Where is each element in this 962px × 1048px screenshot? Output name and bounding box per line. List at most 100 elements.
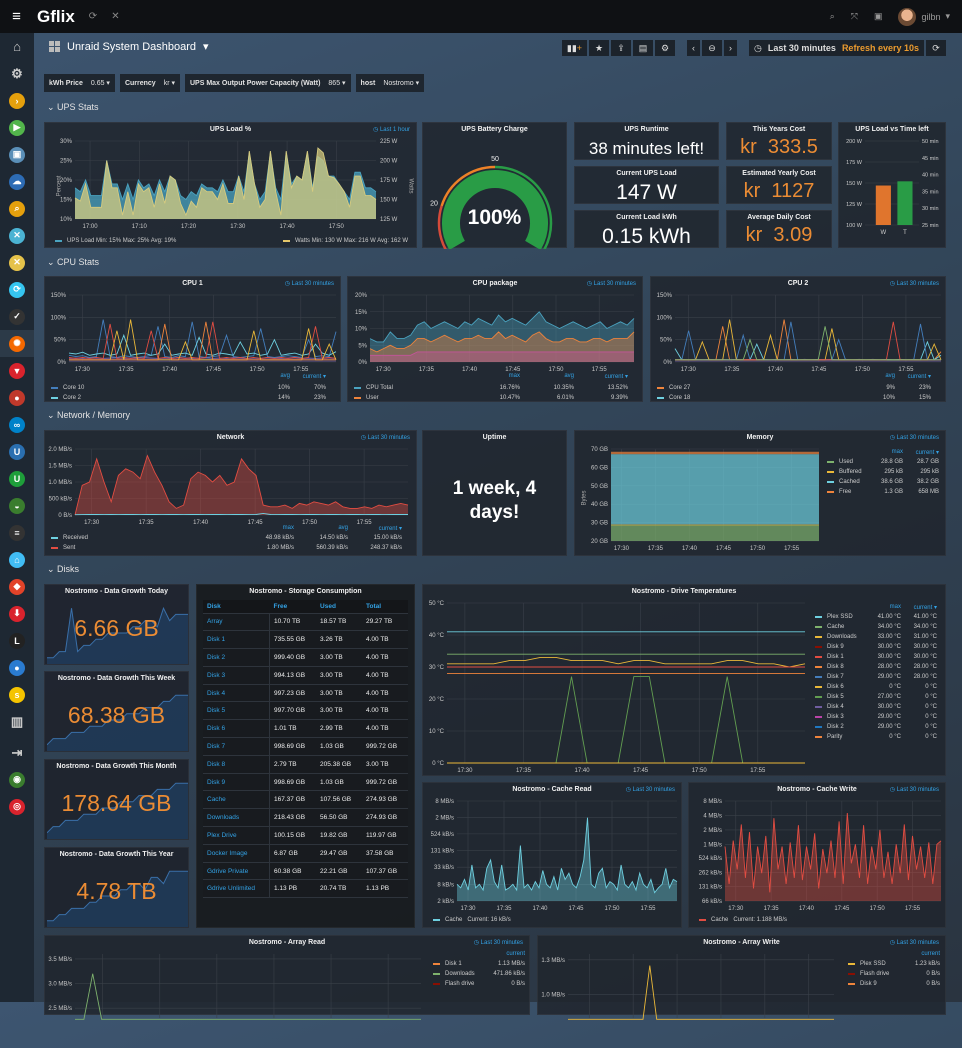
row-cpu-stats[interactable]: ⌄ CPU Stats xyxy=(47,257,100,267)
legend-item[interactable]: Disk 9 30.00 °C 30.00 °C xyxy=(815,642,937,652)
legend-column-current[interactable]: current xyxy=(921,951,940,957)
array-read-chart[interactable]: 3.5 MB/s 3.0 MB/s 2.5 MB/s xyxy=(45,948,425,1048)
sidebar-item[interactable]: ⚙ xyxy=(0,60,34,87)
panel-cpu2[interactable]: CPU 2 ◷ Last 30 minutes 150% 100% 50% 0% 17:… xyxy=(650,276,946,402)
legend-item[interactable]: Disk 5 27.00 °C 0 °C xyxy=(815,692,937,702)
variable-value-dropdown[interactable]: 865 ▾ xyxy=(328,80,346,87)
legend-item[interactable]: UPS Load Min: 15% Max: 25% Avg: 19% xyxy=(55,236,176,246)
column-header-total[interactable]: Total xyxy=(362,600,408,614)
star-button[interactable]: ★ xyxy=(589,40,610,56)
legend-item[interactable]: Disk 6 0 °C 0 °C xyxy=(815,682,937,692)
drive-temperature-chart[interactable]: 50 °C 40 °C 30 °C 20 °C 10 °C 0 °C 17:30 17:35 1… xyxy=(423,597,809,775)
legend-item[interactable]: Downloads 471.86 kB/s xyxy=(433,969,525,979)
panel-cpu1[interactable]: CPU 1 ◷ Last 30 minutes 150% 100% 50% 0% 17:… xyxy=(44,276,341,402)
sidebar-item[interactable]: ⌕ xyxy=(0,195,34,222)
sidebar-item[interactable]: ◒ xyxy=(0,492,34,519)
menu-hamburger-icon[interactable]: ≡ xyxy=(12,8,21,25)
sidebar-item[interactable]: ● xyxy=(0,654,34,681)
panel-estimated-yearly-cost[interactable]: Estimated Yearly Cost kr 1127 xyxy=(726,166,832,204)
sidebar-item[interactable]: ▶ xyxy=(0,114,34,141)
legend-item[interactable]: Disk 4 30.00 °C 0 °C xyxy=(815,702,937,712)
panel-ups-battery[interactable]: UPS Battery Charge 02050100 100% xyxy=(422,122,567,249)
array-write-chart[interactable]: 1.3 MB/s 1.0 MB/s xyxy=(538,948,838,1048)
legend-item[interactable]: Core 10 10% 70% xyxy=(51,383,326,393)
time-picker-button[interactable]: ◷ Last 30 minutes Refresh every 10s xyxy=(749,40,924,56)
panel-cpu-package[interactable]: CPU package ◷ Last 30 minutes 20% 15% 10% 5… xyxy=(347,276,643,402)
legend-item[interactable]: Disk 9 0 B/s xyxy=(848,979,940,989)
panel-data-growth[interactable]: Nostromo - Data Growth This Week 68.38 GB xyxy=(44,671,189,752)
sidebar-item[interactable]: U xyxy=(0,465,34,492)
legend-item[interactable]: Cache 34.00 °C 34.00 °C xyxy=(815,622,937,632)
sidebar-item[interactable]: ✕ xyxy=(0,249,34,276)
legend-item[interactable]: Core 18 10% 15% xyxy=(657,393,931,403)
row-disks[interactable]: ⌄ Disks xyxy=(47,564,80,574)
legend-item[interactable]: Disk 1 1.13 MB/s xyxy=(433,959,525,969)
sidebar-item[interactable]: ◆ xyxy=(0,573,34,600)
cpu-package-chart[interactable]: 20% 15% 10% 5% 0% 17:30 17:35 17:40 17:45 17:50 17… xyxy=(348,289,644,375)
sidebar-item[interactable]: ◉ xyxy=(0,766,34,793)
cache-read-chart[interactable]: 8 MB/s 2 MB/s 524 kB/s 131 kB/s 33 kB/s 8 kB/… xyxy=(423,795,683,913)
legend-column-max[interactable]: max xyxy=(282,525,294,531)
sidebar-item[interactable]: ⌂ xyxy=(0,33,34,60)
sidebar-item[interactable]: ☁ xyxy=(0,168,34,195)
tv-mode-icon[interactable]: ▣ xyxy=(873,11,883,21)
legend-column-current[interactable]: current ▾ xyxy=(604,373,628,380)
cache-write-chart[interactable]: 8 MB/s 4 MB/s 2 MB/s 1 MB/s 524 kB/s 262 kB/s… xyxy=(689,795,947,913)
dashboard-picker[interactable]: Unraid System Dashboard ▾ xyxy=(49,40,209,53)
legend-column-max[interactable]: max xyxy=(889,604,901,610)
legend-item[interactable]: Buffered 295 kB 295 kB xyxy=(827,467,939,477)
share-button[interactable]: ⇪ xyxy=(611,40,632,56)
sidebar-item[interactable]: ⌂ xyxy=(0,546,34,573)
column-header-used[interactable]: Used xyxy=(316,600,362,614)
legend-item[interactable]: Disk 1 30.00 °C 30.00 °C xyxy=(815,652,937,662)
legend-column-avg[interactable]: avg xyxy=(280,373,290,379)
legend-column-avg[interactable]: avg xyxy=(885,373,895,379)
column-header-disk[interactable]: Disk xyxy=(203,600,270,614)
variable-value-dropdown[interactable]: Nostromo ▾ xyxy=(383,80,420,87)
legend-item[interactable]: Sent 1.80 MB/s 560.39 kB/s 248.37 kB/s xyxy=(51,543,402,553)
panel-uptime[interactable]: Uptime 1 week, 4 days! xyxy=(422,430,567,556)
legend-item[interactable]: Plex SSD 1.23 kB/s xyxy=(848,959,940,969)
variable-ups-max-output-power-capacity-watt-[interactable]: UPS Max Output Power Capacity (Watt) 865 … xyxy=(184,74,351,92)
legend-column-avg[interactable]: avg xyxy=(338,525,348,531)
panel-current-load-kwh[interactable]: Current Load kWh 0.15 kWh xyxy=(574,210,719,248)
sidebar-item[interactable]: ∞ xyxy=(0,411,34,438)
panel-storage-consumption[interactable]: Nostromo - Storage Consumption Disk Free U… xyxy=(196,584,415,928)
legend-column-max[interactable]: max xyxy=(508,373,520,379)
sidebar-item[interactable]: ✕ xyxy=(0,222,34,249)
row-network-memory[interactable]: ⌄ Network / Memory xyxy=(47,410,131,420)
panel-data-growth[interactable]: Nostromo - Data Growth This Month 178.64 … xyxy=(44,759,189,840)
legend-item[interactable]: Disk 3 29.00 °C 0 °C xyxy=(815,712,937,722)
legend-item[interactable]: Disk 8 28.00 °C 28.00 °C xyxy=(815,662,937,672)
ups-load-chart[interactable]: 30% 25% 20% 15% 10% 225 W 200 W 175 W 150 W 125 W… xyxy=(45,135,418,233)
sidebar-item[interactable]: › xyxy=(0,87,34,114)
panel-cache-read[interactable]: Nostromo - Cache Read ◷ Last 30 minutes … xyxy=(422,782,682,928)
legend-item[interactable]: Used 28.8 GB 28.7 GB xyxy=(827,457,939,467)
legend-item[interactable]: Watts Min: 130 W Max: 216 W Avg: 162 W xyxy=(282,236,408,246)
legend-item[interactable]: CPU Total 16.76% 10.35% 13.52% xyxy=(354,383,628,393)
legend-item[interactable]: Flash drive 0 B/s xyxy=(433,979,525,989)
cpu1-chart[interactable]: 150% 100% 50% 0% 17:30 17:35 17:40 17:45 17:50 17… xyxy=(45,289,342,375)
variable-currency[interactable]: Currency kr ▾ xyxy=(119,74,180,92)
legend-column-current[interactable]: current ▾ xyxy=(378,525,402,532)
panel-memory[interactable]: Memory ◷ Last 30 minutes 70 GB 60 GB 50 GB… xyxy=(574,430,946,556)
variable-host[interactable]: host Nostromo ▾ xyxy=(355,74,425,92)
legend-column-current[interactable]: current ▾ xyxy=(915,449,939,456)
refresh-icon[interactable]: ⟳ xyxy=(88,11,98,22)
panel-cache-write[interactable]: Nostromo - Cache Write ◷ Last 30 minutes… xyxy=(688,782,946,928)
panel-this-years-cost[interactable]: This Years Cost kr 333.5 xyxy=(726,122,832,160)
legend-item[interactable]: User 10.47% 6.01% 9.39% xyxy=(354,393,628,403)
variable-value-dropdown[interactable]: kr ▾ xyxy=(163,80,175,87)
sidebar-item[interactable]: ✓ xyxy=(0,303,34,330)
sidebar-item[interactable]: ✺ xyxy=(0,330,34,357)
panel-drive-temperatures[interactable]: Nostromo - Drive Temperatures 50 °C 40 °C… xyxy=(422,584,946,776)
legend-column-avg[interactable]: avg xyxy=(564,373,574,379)
save-button[interactable]: ▤ xyxy=(633,40,654,56)
sidebar-item[interactable]: ▥ xyxy=(0,708,34,735)
sidebar-item[interactable]: ● xyxy=(0,384,34,411)
legend-item[interactable]: Cached 38.6 GB 38.2 GB xyxy=(827,477,939,487)
panel-ups-load[interactable]: UPS Load % ◷ Last 1 hour 30% 25% 20% 15% 10%… xyxy=(44,122,417,248)
panel-array-write[interactable]: Nostromo - Array Write ◷ Last 30 minutes… xyxy=(537,935,946,1020)
panel-network[interactable]: Network ◷ Last 30 minutes 2.0 MB/s 1.5 MB… xyxy=(44,430,417,556)
legend-item[interactable]: Disk 2 29.00 °C 0 °C xyxy=(815,722,937,732)
